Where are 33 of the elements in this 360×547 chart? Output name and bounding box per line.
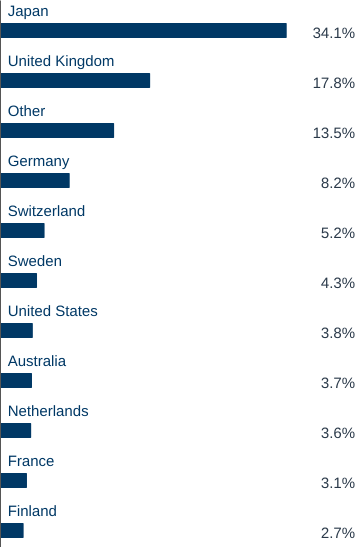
data-label: 4.3% [320,275,356,292]
data-label: 3.8% [320,325,356,342]
data-label: 34.1% [312,25,356,42]
bar [0,23,287,38]
data-label: 2.7% [320,525,356,542]
y-tick-label: Japan [8,3,49,20]
y-tick-label: United States [8,303,98,320]
data-label: 5.2% [320,225,356,242]
bar [0,73,150,88]
bar [0,123,114,138]
bar [0,273,38,288]
y-tick-label: Sweden [8,253,62,270]
bar [0,473,27,488]
y-tick-label: Germany [8,153,70,170]
data-label: 3.1% [320,475,356,492]
bar [0,323,33,338]
data-label: 13.5% [312,125,356,142]
bar [0,173,70,188]
bar [0,373,32,388]
y-tick-label: Australia [8,353,67,370]
y-tick-label: Switzerland [8,203,86,220]
data-label: 17.8% [312,75,356,92]
y-tick-label: Netherlands [8,403,89,420]
bar [0,523,24,538]
y-tick-label: United Kingdom [8,53,114,70]
data-label: 8.2% [320,175,356,192]
bar [0,423,32,438]
y-tick-label: Other [8,103,46,120]
data-label: 3.7% [320,375,356,392]
data-label: 3.6% [320,425,356,442]
y-tick-label: France [8,453,54,470]
y-tick-label: Finland [8,503,57,520]
bar [0,223,45,238]
